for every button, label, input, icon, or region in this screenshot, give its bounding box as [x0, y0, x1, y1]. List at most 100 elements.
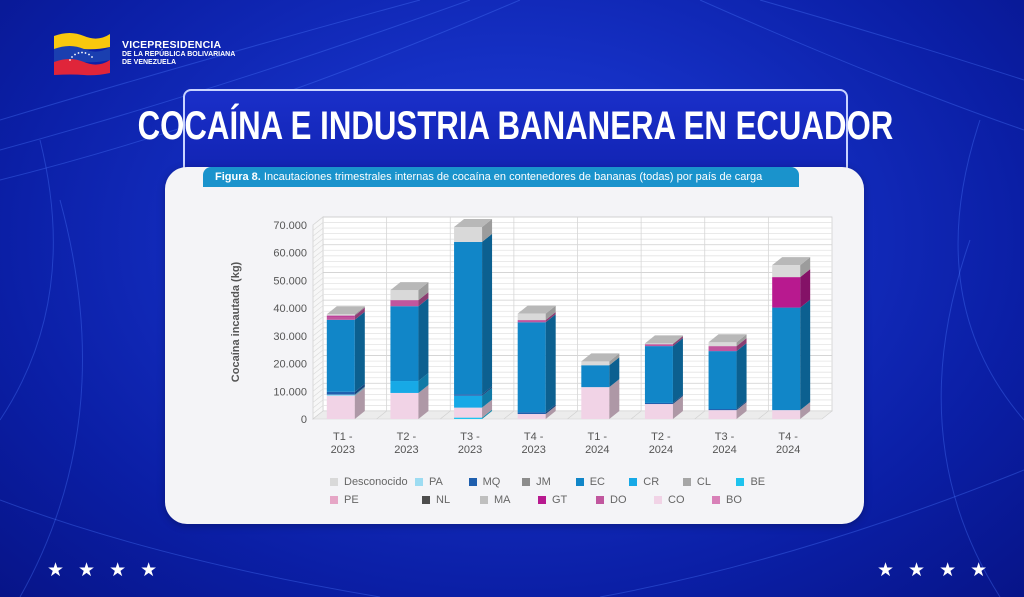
- page-title: Cocaína e industria bananera en Ecuador: [137, 103, 894, 148]
- floor-line: [567, 410, 578, 420]
- legend-swatch: [330, 478, 338, 486]
- bar-segment-cr: [390, 381, 419, 393]
- bar-segment-ec: [326, 319, 355, 392]
- venezuela-flag-icon: [54, 33, 110, 76]
- x-tick-label: 2023: [458, 444, 482, 456]
- bar-segment-mq: [644, 402, 673, 405]
- bar-side-do: [736, 338, 747, 352]
- legend-label: BE: [750, 476, 766, 488]
- bar-segment-ec: [390, 306, 419, 382]
- legend-item-pa: PA: [414, 473, 469, 491]
- x-tick-label: T4 -: [778, 431, 798, 443]
- legend-item-ec: EC: [575, 473, 630, 491]
- bar-side-pa: [354, 386, 365, 396]
- bar-segment-desconocido: [454, 226, 483, 242]
- figure-caption: Figura 8. Incautaciones trimestrales int…: [203, 167, 799, 187]
- legend-label: MA: [494, 494, 511, 506]
- gridline-side: [312, 272, 324, 281]
- bar-segment-co: [517, 414, 546, 419]
- legend-item-nl: NL: [422, 491, 480, 509]
- bar-segment-co: [772, 410, 801, 419]
- star-icon: ★: [109, 560, 127, 581]
- y-tick-label: 60.000: [273, 248, 307, 260]
- legend-item-cl: CL: [682, 473, 737, 491]
- gridline-side: [312, 327, 324, 337]
- star-icon: ★: [78, 560, 96, 581]
- legend-swatch: [629, 478, 638, 486]
- bar-side-co: [354, 387, 365, 419]
- bar-side-desconocido: [354, 306, 365, 316]
- bar-side-desconocido: [545, 305, 556, 321]
- legend-item-be: BE: [736, 473, 790, 491]
- gridline-side: [312, 222, 324, 231]
- bar-side-ec: [672, 338, 683, 403]
- x-tick-label: 2023: [331, 444, 355, 456]
- bar-segment-ec: [772, 307, 801, 411]
- gridline-side: [312, 277, 324, 287]
- x-tick-label: T1 -: [588, 431, 608, 443]
- bar-side-co: [736, 402, 747, 419]
- bar-side-mq: [736, 401, 747, 411]
- legend-label: GT: [552, 494, 568, 506]
- vicepresidencia-logo: VICEPRESIDENCIA DE LA REPÚBLICA BOLIVARI…: [50, 30, 235, 76]
- legend-swatch: [522, 478, 531, 486]
- y-tick-label: 70.000: [273, 220, 307, 232]
- legend-item-jm: JM: [522, 473, 576, 491]
- star-icon: ★: [939, 560, 957, 581]
- legend-swatch: [468, 478, 477, 486]
- bar-side-cr: [482, 387, 493, 408]
- gridline-side: [312, 366, 324, 375]
- gridline-side: [312, 377, 324, 386]
- bar-top: [772, 257, 811, 266]
- bar-side-ec: [545, 314, 556, 413]
- bar-segment-desconocido: [772, 265, 801, 278]
- bar-side-desconocido: [482, 218, 493, 242]
- gridline-side: [312, 266, 324, 276]
- gridline-side: [312, 349, 324, 359]
- org-line-2: DE LA REPÚBLICA BOLIVARIANA: [122, 51, 236, 59]
- bar-segment-mq: [326, 391, 355, 395]
- legend-item-bo: BO: [712, 491, 770, 509]
- bar-side-ec: [736, 343, 747, 410]
- bar-side-desconocido: [672, 335, 683, 345]
- legend-label: CR: [643, 476, 660, 488]
- y-tick-label: 50.000: [273, 275, 307, 287]
- legend-label: DO: [610, 494, 627, 506]
- gridline-side: [312, 288, 324, 298]
- legend-label: PA: [428, 476, 443, 488]
- x-tick-label: 2024: [585, 444, 609, 456]
- bar-top: [708, 334, 747, 343]
- star-icon: ★: [970, 560, 988, 581]
- gridline-side: [312, 338, 324, 348]
- legend-item-pe: PE: [330, 491, 422, 509]
- figure-caption-text: Incautaciones trimestrales internas de c…: [260, 171, 763, 183]
- legend-item-gt: GT: [538, 491, 596, 509]
- bar-side-co: [545, 406, 556, 419]
- bar-segment-desconocido: [644, 343, 673, 345]
- legend-label: CL: [696, 476, 711, 488]
- bar-top: [326, 306, 365, 315]
- bar-segment-co: [390, 392, 419, 419]
- bar-side-mq: [354, 383, 365, 395]
- bar-side-mq: [482, 386, 493, 396]
- star-icon: ★: [877, 560, 895, 581]
- legend-swatch: [414, 478, 423, 486]
- legend-label: EC: [589, 476, 605, 488]
- bar-segment-be: [454, 417, 483, 419]
- stars-left: ★ ★ ★ ★: [47, 559, 157, 582]
- floor-line: [376, 410, 387, 420]
- x-tick-label: 2024: [712, 444, 736, 456]
- figure-label: Figura 8.: [215, 171, 261, 183]
- legend-item-desconocido: Desconocido: [330, 473, 415, 491]
- y-tick-label: 10.000: [273, 386, 307, 398]
- org-line-1: VICEPRESIDENCIA: [122, 38, 222, 51]
- gridline-side: [312, 316, 324, 326]
- bar-side-be: [482, 409, 493, 419]
- bar-side-ec: [609, 357, 620, 388]
- x-tick-label: 2023: [394, 444, 418, 456]
- legend-swatch: [480, 496, 488, 504]
- bar-side-ec: [800, 299, 811, 411]
- bar-segment-desconocido: [581, 361, 610, 366]
- bar-side-gt: [800, 269, 811, 308]
- bar-side-ec: [482, 233, 493, 395]
